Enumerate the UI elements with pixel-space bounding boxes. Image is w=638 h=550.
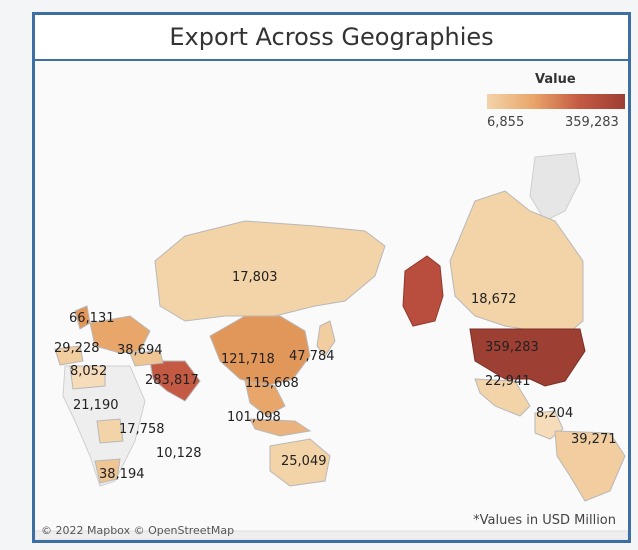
label-australia: 25,049 [281, 454, 327, 469]
label-indonesia: 101,098 [227, 410, 281, 425]
region-china[interactable] [209, 315, 311, 387]
region-north-africa[interactable] [69, 365, 106, 390]
region-south-africa[interactable] [94, 458, 121, 484]
label-middle-east: 283,817 [145, 373, 199, 388]
label-russia: 17,803 [232, 270, 278, 285]
units-note: *Values in USD Million [473, 513, 616, 528]
legend-color-ramp [487, 94, 625, 109]
region-india[interactable] [149, 360, 201, 402]
label-south-africa: 38,194 [99, 467, 145, 482]
region-australia[interactable] [269, 438, 331, 487]
label-turkey: 38,694 [117, 343, 163, 358]
region-russia[interactable] [154, 220, 386, 322]
label-brazil: 39,271 [571, 432, 617, 447]
label-iberia: 29,228 [54, 341, 100, 356]
label-china: 121,718 [221, 352, 275, 367]
label-canada: 18,672 [471, 292, 517, 307]
legend-min: 6,855 [487, 115, 525, 130]
label-uk: 66,131 [69, 311, 115, 326]
region-central-africa[interactable] [96, 418, 124, 444]
label-southeast-asia: 115,668 [245, 376, 299, 391]
map-attribution[interactable]: © 2022 Mapbox © OpenStreetMap [41, 524, 235, 537]
label-colombia: 8,204 [536, 406, 574, 421]
label-east-africa: 10,128 [156, 446, 202, 461]
choropleth-map[interactable] [35, 61, 628, 540]
label-mexico: 22,941 [485, 374, 531, 389]
label-central-africa: 17,758 [119, 422, 165, 437]
region-southeast-asia[interactable] [244, 380, 286, 417]
region-usa[interactable] [469, 328, 586, 387]
region-indonesia[interactable] [249, 418, 312, 437]
region-europe[interactable] [89, 315, 151, 354]
legend-max: 359,283 [565, 115, 619, 130]
region-iberia[interactable] [54, 345, 84, 366]
region-brazil[interactable] [554, 430, 626, 502]
legend-title: Value [535, 72, 576, 87]
map-svg [35, 152, 628, 540]
dashboard-frame: Export Across Geographies [32, 12, 631, 543]
label-north-africa: 8,052 [70, 364, 108, 379]
region-canada[interactable] [449, 190, 584, 337]
region-alaska[interactable] [402, 255, 444, 327]
map-title: Export Across Geographies [35, 15, 628, 61]
region-greenland [529, 152, 581, 222]
region-japan[interactable] [316, 320, 336, 357]
label-west-africa: 21,190 [73, 398, 119, 413]
label-korea-japan: 47,784 [289, 349, 335, 364]
label-usa: 359,283 [485, 340, 539, 355]
region-turkey[interactable] [129, 350, 164, 367]
region-mexico[interactable] [474, 378, 531, 417]
region-antarctica [35, 530, 628, 540]
